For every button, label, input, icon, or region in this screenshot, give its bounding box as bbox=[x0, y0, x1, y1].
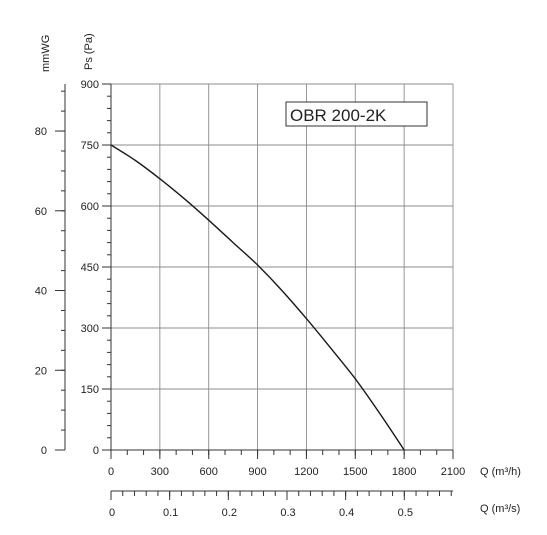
mmwg-tick-label: 20 bbox=[35, 365, 47, 377]
mmwg-tick-label: 60 bbox=[35, 206, 47, 218]
q-tick-label: 1200 bbox=[294, 466, 318, 478]
q-tick-label: 600 bbox=[200, 466, 218, 478]
pa-tick-label: 600 bbox=[81, 201, 99, 213]
pa-tick-label: 0 bbox=[93, 445, 99, 457]
mmwg-tick-label: 40 bbox=[35, 286, 47, 298]
legend-label: OBR 200-2K bbox=[290, 106, 387, 125]
mmwg-tick-label: 80 bbox=[35, 126, 47, 138]
plot-grid bbox=[111, 83, 454, 450]
q-tick-label: 900 bbox=[248, 466, 266, 478]
q2-tick-label: 0.2 bbox=[222, 507, 237, 519]
q2-tick-label: 0.5 bbox=[398, 507, 413, 519]
pa-tick-label: 750 bbox=[81, 140, 99, 152]
q-tick-label: 2100 bbox=[441, 466, 465, 478]
legend: OBR 200-2K bbox=[285, 101, 428, 127]
mmwg-tick-label: 0 bbox=[41, 445, 47, 457]
q2-tick-label: 0.4 bbox=[339, 507, 354, 519]
x2-axis-title: Q (m³/s) bbox=[480, 503, 520, 515]
series-line bbox=[110, 144, 405, 451]
pa-tick-label: 300 bbox=[81, 323, 99, 335]
q2-tick-label: 0.1 bbox=[163, 507, 178, 519]
pa-tick-label: 450 bbox=[81, 262, 99, 274]
y-axis-right-title: Ps (Pa) bbox=[83, 33, 95, 70]
q-tick-label: 300 bbox=[151, 466, 169, 478]
legend-box bbox=[285, 101, 428, 127]
x-axis-title: Q (m³/h) bbox=[480, 466, 521, 478]
q2-tick-label: 0.3 bbox=[280, 507, 295, 519]
y-axis-left-title: mmWG bbox=[40, 35, 52, 72]
q2-tick-label: 0 bbox=[109, 507, 115, 519]
q-tick-label: 0 bbox=[108, 466, 114, 478]
pa-tick-label: 900 bbox=[81, 79, 99, 91]
series-layer bbox=[110, 144, 405, 451]
tick-labels: 0 150 300 450 600 750 900 0 20 40 60 80 0 300 600 900 12… bbox=[35, 79, 465, 519]
q-tick-label: 1800 bbox=[392, 466, 416, 478]
pa-tick-label: 150 bbox=[81, 384, 99, 396]
tick-marks bbox=[55, 83, 454, 500]
q-tick-label: 1500 bbox=[343, 466, 367, 478]
